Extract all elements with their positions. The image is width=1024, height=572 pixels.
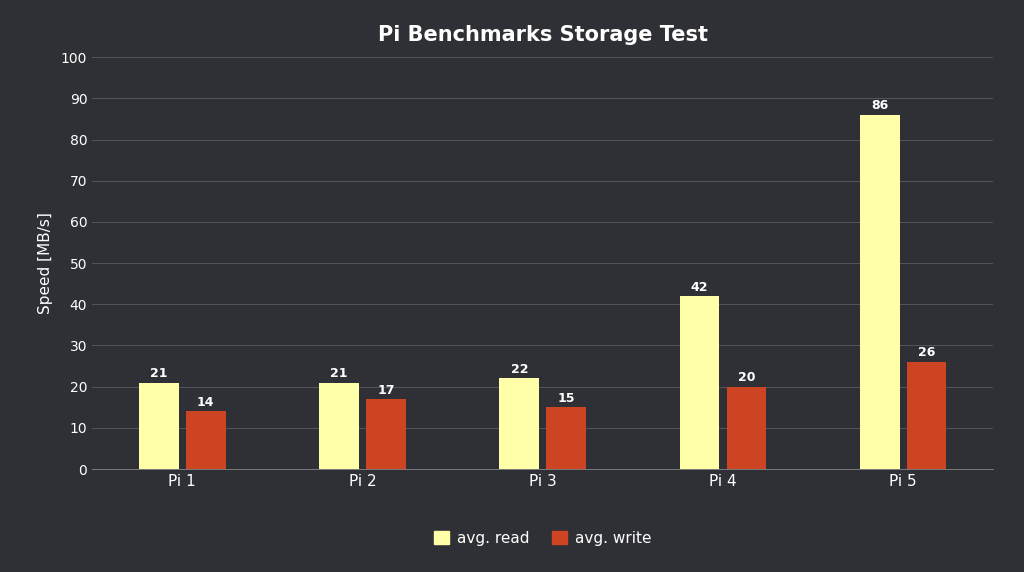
Bar [680,296,719,469]
Bar [727,387,766,469]
Text: 26: 26 [918,347,935,359]
Bar [860,115,899,469]
Y-axis label: Speed [MB/s]: Speed [MB/s] [38,212,52,314]
Bar [547,407,586,469]
Text: 86: 86 [871,100,889,112]
Text: 22: 22 [511,363,528,376]
Bar [319,383,358,469]
Legend: avg. read, avg. write: avg. read, avg. write [428,525,657,552]
Title: Pi Benchmarks Storage Test: Pi Benchmarks Storage Test [378,25,708,45]
Text: 14: 14 [197,396,214,409]
Text: 17: 17 [377,384,394,396]
Bar [139,383,178,469]
Text: 42: 42 [691,281,709,293]
Bar [500,379,539,469]
Bar [907,362,946,469]
Text: 21: 21 [331,367,348,380]
Text: 15: 15 [557,392,574,405]
Text: 21: 21 [151,367,168,380]
Bar [367,399,406,469]
Text: 20: 20 [737,371,755,384]
Bar [186,411,225,469]
